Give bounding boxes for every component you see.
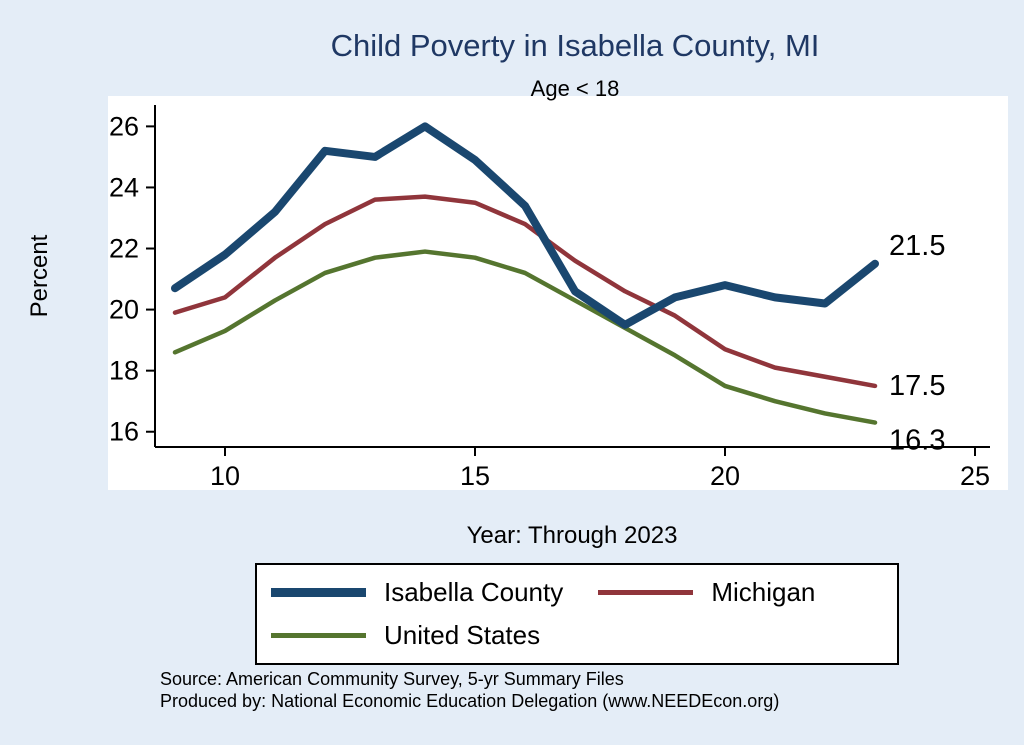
legend-label: United States [384, 620, 541, 650]
series-line [171, 122, 879, 329]
y-axis-label: Percent [26, 234, 53, 318]
y-tick-label: 22 [109, 234, 139, 264]
legend-swatch [598, 590, 694, 595]
x-tick-label: 15 [460, 461, 490, 491]
legend-label: Isabella County [384, 577, 564, 607]
source-line-1: Source: American Community Survey, 5-yr … [160, 669, 624, 689]
legend: Isabella County Michigan United States [255, 563, 899, 665]
x-axis-label: Year: Through 2023 [466, 522, 678, 549]
y-tick-label: 16 [109, 417, 139, 447]
legend-item: United States [271, 620, 598, 651]
y-tick-label: 26 [109, 111, 139, 141]
series-end-label: 17.5 [889, 370, 945, 402]
x-tick-label: 20 [710, 461, 740, 491]
source-note: Source: American Community Survey, 5-yr … [160, 668, 779, 712]
source-line-2: Produced by: National Economic Education… [160, 691, 780, 711]
series-end-label: 21.5 [889, 230, 945, 262]
y-tick-label: 20 [109, 295, 139, 325]
x-tick-label: 10 [210, 461, 240, 491]
legend-item: Isabella County [271, 577, 598, 608]
chart-subtitle: Age < 18 [530, 76, 620, 101]
series-line [172, 194, 878, 389]
series-line [172, 249, 878, 425]
legend-item: Michigan [598, 577, 883, 608]
legend-swatch [271, 633, 366, 638]
x-tick-label: 25 [960, 461, 990, 491]
y-tick-label: 18 [109, 356, 139, 386]
legend-swatch [271, 588, 366, 597]
legend-label: Michigan [711, 577, 816, 607]
series-end-label: 16.3 [889, 425, 945, 457]
page-title: Child Poverty in Isabella County, MI [330, 28, 820, 63]
y-tick-label: 24 [109, 172, 139, 202]
